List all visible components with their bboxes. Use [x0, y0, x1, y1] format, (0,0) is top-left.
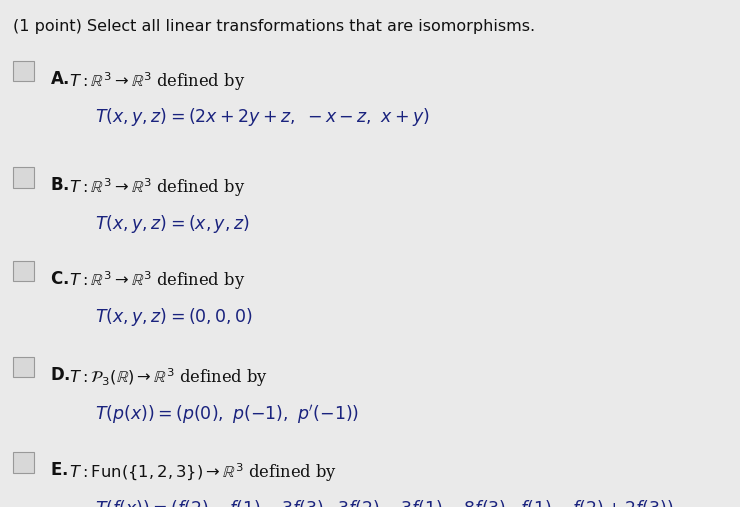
- Text: $T(p(x)) = (p(0),\ p(-1),\ p'(-1))$: $T(p(x)) = (p(0),\ p(-1),\ p'(-1))$: [95, 403, 359, 425]
- FancyBboxPatch shape: [13, 357, 34, 377]
- FancyBboxPatch shape: [13, 61, 34, 81]
- Text: $\bf{D.}$: $\bf{D.}$: [50, 366, 71, 384]
- Text: $T : \mathbb{R}^3 \to \mathbb{R}^3$ defined by: $T : \mathbb{R}^3 \to \mathbb{R}^3$ defi…: [69, 70, 245, 93]
- Text: $T(x, y, z) = (2x + 2y + z,\ -x - z,\ x + y)$: $T(x, y, z) = (2x + 2y + z,\ -x - z,\ x …: [95, 106, 429, 128]
- Text: $\bf{C.}$: $\bf{C.}$: [50, 270, 69, 288]
- Text: $\bf{E.}$: $\bf{E.}$: [50, 461, 68, 480]
- Text: $T : \mathbb{R}^3 \to \mathbb{R}^3$ defined by: $T : \mathbb{R}^3 \to \mathbb{R}^3$ defi…: [69, 176, 245, 199]
- Text: $\bf{B.}$: $\bf{B.}$: [50, 176, 70, 195]
- Text: $T : \mathbb{R}^3 \to \mathbb{R}^3$ defined by: $T : \mathbb{R}^3 \to \mathbb{R}^3$ defi…: [69, 270, 245, 293]
- Text: $T : \mathrm{Fun}(\{1, 2, 3\}) \to \mathbb{R}^3$ defined by: $T : \mathrm{Fun}(\{1, 2, 3\}) \to \math…: [69, 461, 337, 484]
- Text: $\bf{A.}$: $\bf{A.}$: [50, 70, 70, 88]
- Text: (1 point) Select all linear transformations that are isomorphisms.: (1 point) Select all linear transformati…: [13, 19, 536, 34]
- FancyBboxPatch shape: [13, 261, 34, 281]
- FancyBboxPatch shape: [13, 452, 34, 473]
- Text: $T(x, y, z) = (x, y, z)$: $T(x, y, z) = (x, y, z)$: [95, 213, 249, 235]
- Text: $T : \mathcal{P}_3(\mathbb{R}) \to \mathbb{R}^3$ defined by: $T : \mathcal{P}_3(\mathbb{R}) \to \math…: [69, 366, 268, 389]
- FancyBboxPatch shape: [13, 167, 34, 188]
- Text: $T(x, y, z) = (0, 0, 0)$: $T(x, y, z) = (0, 0, 0)$: [95, 306, 253, 328]
- Text: $T(f(x)) = (f(2) - f(1) - 3f(3),\ 3f(2) - 3f(1) - 8f(3),\ f(1) - f(2) + 2f(3))$: $T(f(x)) = (f(2) - f(1) - 3f(3),\ 3f(2) …: [95, 498, 673, 507]
